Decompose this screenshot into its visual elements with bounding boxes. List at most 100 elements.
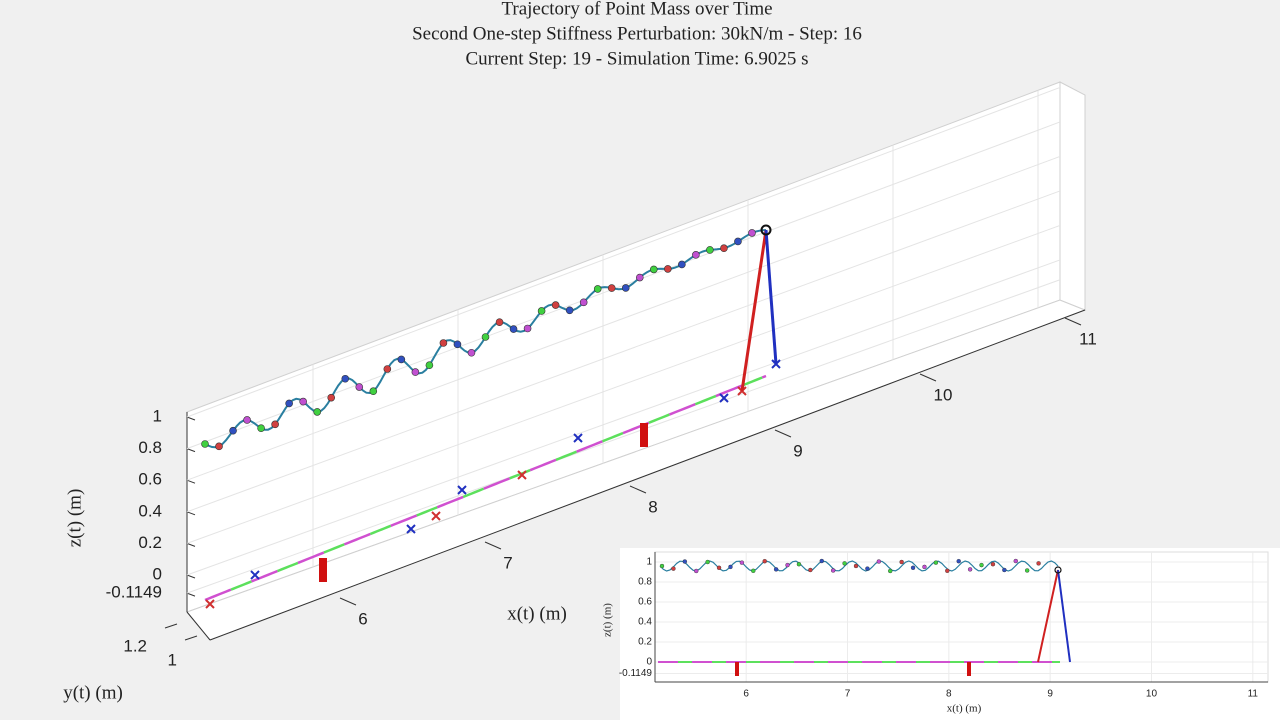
inset-marker: [990, 561, 996, 567]
x-tick: [339, 597, 357, 606]
inset-marker: [716, 565, 722, 571]
y-tick-label: 0.8: [638, 577, 652, 588]
cross-marker: [719, 393, 729, 403]
inset-marker: [785, 562, 790, 568]
inset-trajectory: [659, 560, 1059, 572]
inset-marker: [682, 559, 688, 564]
marker: [215, 442, 223, 451]
marker: [453, 340, 462, 349]
inset-plot: 1 0.8 0.6 0.4 0.2 0-0.1149 6 7 8 9 10 11: [619, 551, 1269, 700]
z-tick: [186, 479, 196, 484]
force-bar: [640, 423, 648, 447]
marker: [720, 244, 728, 253]
grid-line: [186, 279, 1061, 594]
inset-marker: [1036, 561, 1041, 566]
inset-y-label: z(t) (m): [602, 603, 614, 637]
x-axis-label: x(t) (m): [507, 603, 567, 624]
inset-mass-marker: [1054, 566, 1062, 574]
marker: [299, 397, 307, 406]
inset-marker: [967, 567, 973, 572]
marker: [593, 285, 602, 293]
inset-axes: [654, 551, 1269, 683]
marker: [635, 273, 644, 282]
x-tick-label: 9: [793, 441, 802, 460]
inset-marker: [1013, 558, 1018, 564]
grid-line: [186, 86, 1061, 418]
grid-line: [186, 190, 1061, 513]
grid-line: [186, 224, 1061, 544]
y-tick-label: 0.4: [638, 617, 652, 628]
marker: [523, 324, 532, 333]
y-tick-label: 0.6: [638, 597, 652, 608]
x-tick-label: 6: [743, 689, 749, 700]
marker: [537, 307, 546, 315]
marker: [467, 348, 476, 357]
marker: [369, 387, 378, 396]
marker: [649, 265, 658, 274]
marker: [565, 306, 574, 315]
marker: [257, 424, 265, 432]
marker: [411, 368, 420, 376]
inset-marker: [910, 565, 916, 571]
y-tick: [164, 623, 178, 629]
z-tick-label: -0.1149: [106, 583, 162, 602]
marker: [706, 246, 714, 254]
x-tick-label: 6: [358, 609, 367, 628]
z-tick-label: 0.6: [138, 470, 162, 489]
inset-x-label: x(t) (m): [947, 703, 982, 715]
inset-marker: [865, 566, 870, 571]
x-tick-label: 11: [1079, 329, 1097, 348]
inset-marker: [1024, 568, 1030, 573]
inset-marker: [762, 558, 767, 564]
marker: [313, 408, 322, 416]
inset-marker: [876, 559, 882, 564]
inset-marker: [796, 561, 802, 567]
inset-force-bar: [967, 662, 971, 676]
x-tick: [919, 373, 937, 382]
cross-marker: [517, 470, 527, 480]
marker: [229, 426, 237, 435]
inset-marker: [956, 558, 961, 564]
marker: [201, 440, 209, 448]
y-tick-label: 1: [646, 557, 652, 568]
z-tick-label: 1: [153, 406, 162, 425]
inset-marker: [705, 559, 710, 565]
inset-marker: [899, 559, 904, 565]
inset-marker: [842, 561, 847, 566]
inset-marker: [671, 566, 676, 571]
axes-box: [186, 81, 1087, 641]
y-tick-label: 0: [646, 657, 652, 668]
cross-marker: [250, 570, 260, 580]
x-tick-label: 9: [1047, 689, 1053, 700]
leg-blue: [764, 229, 778, 365]
inset-marker: [853, 563, 859, 569]
inset-marker: [808, 567, 813, 573]
marker: [383, 365, 392, 373]
marker: [664, 265, 672, 273]
cross-marker: [431, 511, 441, 521]
inset-marker: [1002, 567, 1007, 573]
x-tick-label: 8: [946, 689, 952, 700]
z-tick: [186, 574, 196, 579]
y-axis-label: y(t) (m): [63, 682, 123, 703]
z-tick-label: 0.4: [138, 501, 162, 520]
inset-marker: [945, 568, 950, 574]
marker: [439, 339, 448, 347]
x-tick: [484, 541, 502, 550]
marker: [579, 298, 588, 307]
inset-marker: [728, 564, 733, 570]
title-line: Second One-step Stiffness Perturbation: …: [412, 23, 862, 44]
mass-marker: [760, 224, 772, 236]
inset-marker: [830, 568, 836, 573]
x-tick-label: 7: [845, 689, 851, 700]
marker: [692, 251, 700, 259]
cross-marker: [205, 599, 215, 609]
marker: [621, 284, 630, 292]
y-tick-label: -0.1149: [619, 668, 653, 679]
marker: [495, 318, 504, 326]
inset-marker: [933, 560, 939, 565]
z-axis-label: z(t) (m): [64, 489, 85, 548]
inset-marker: [739, 560, 745, 565]
inset-marker: [979, 562, 984, 568]
